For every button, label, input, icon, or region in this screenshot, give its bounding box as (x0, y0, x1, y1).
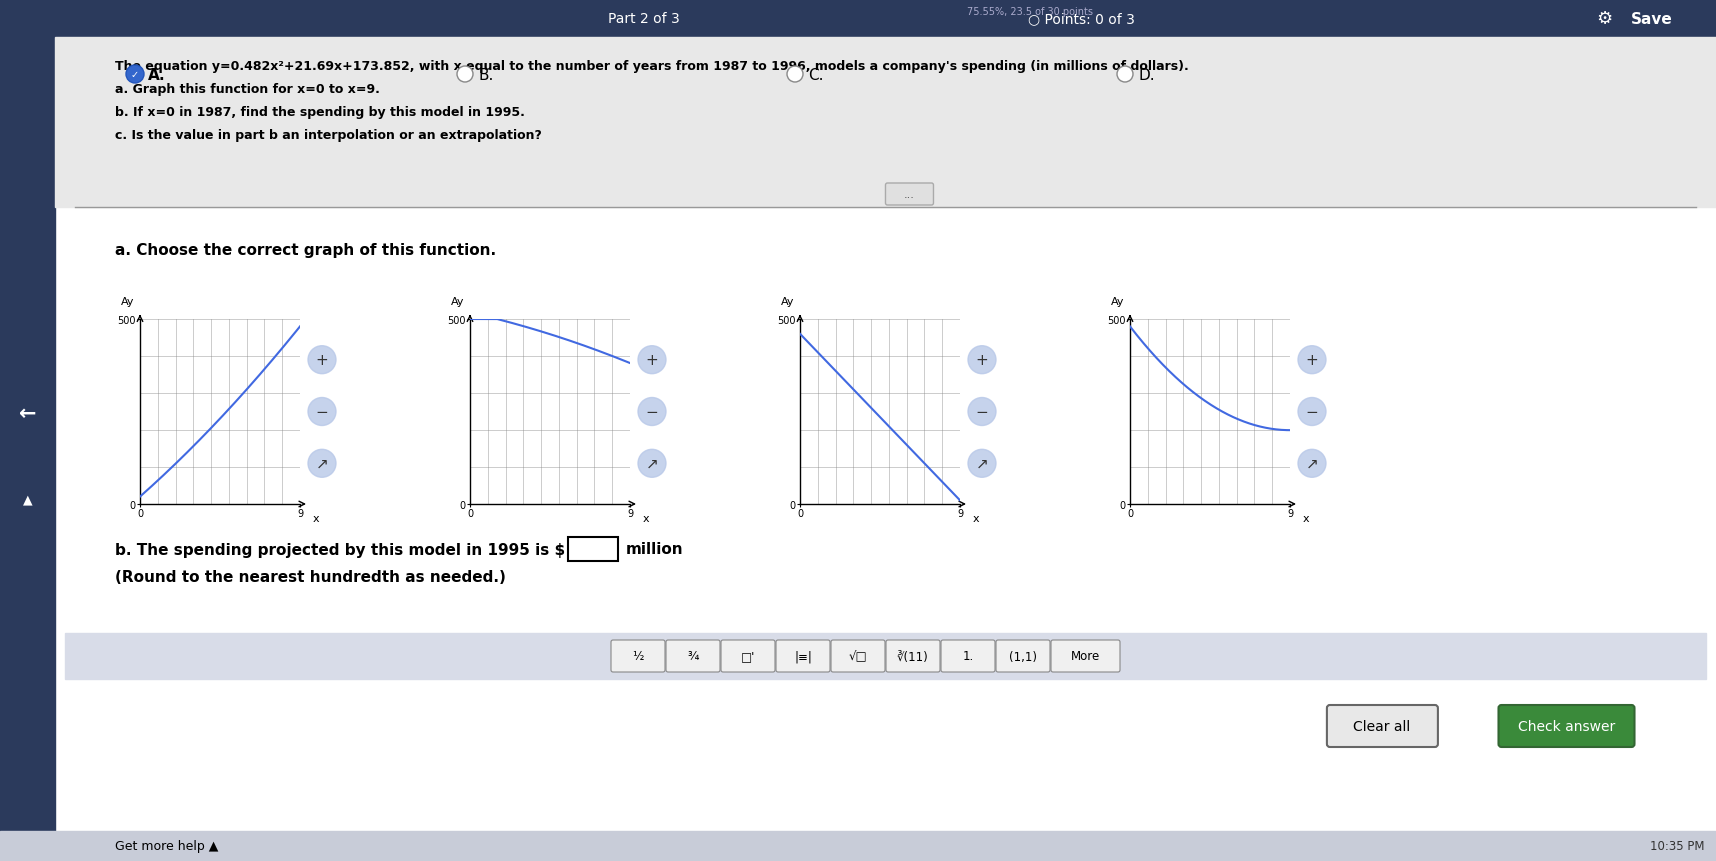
Text: a. Graph this function for x=0 to x=9.: a. Graph this function for x=0 to x=9. (115, 83, 379, 96)
Text: ↗: ↗ (1306, 456, 1318, 471)
Text: ↗: ↗ (645, 456, 659, 471)
Text: a. Choose the correct graph of this function.: a. Choose the correct graph of this func… (115, 243, 496, 257)
Text: ...: ... (904, 189, 915, 200)
Circle shape (638, 346, 666, 375)
Circle shape (638, 398, 666, 426)
Text: x: x (312, 514, 319, 523)
Text: −: − (976, 405, 988, 419)
FancyBboxPatch shape (611, 641, 666, 672)
FancyBboxPatch shape (1326, 705, 1438, 747)
Circle shape (1117, 67, 1133, 83)
Text: ¾: ¾ (688, 650, 698, 663)
Text: Get more help ▲: Get more help ▲ (115, 839, 218, 852)
Text: −: − (316, 405, 328, 419)
Text: A.: A. (148, 67, 166, 83)
Text: ✓: ✓ (130, 70, 139, 80)
Text: ∛(11): ∛(11) (897, 650, 928, 663)
Text: ○ Points: 0 of 3: ○ Points: 0 of 3 (1028, 12, 1134, 26)
Text: ½: ½ (631, 650, 644, 663)
Text: +: + (976, 353, 988, 368)
Text: b. The spending projected by this model in 1995 is $: b. The spending projected by this model … (115, 542, 565, 557)
Circle shape (1297, 449, 1326, 478)
FancyBboxPatch shape (1050, 641, 1121, 672)
FancyBboxPatch shape (666, 641, 721, 672)
Text: c. Is the value in part b an interpolation or an extrapolation?: c. Is the value in part b an interpolati… (115, 129, 542, 142)
Text: −: − (1306, 405, 1318, 419)
Circle shape (1297, 346, 1326, 375)
Circle shape (638, 449, 666, 478)
Text: +: + (1306, 353, 1318, 368)
FancyBboxPatch shape (885, 183, 934, 206)
Text: x: x (644, 514, 649, 523)
Text: +: + (316, 353, 328, 368)
Circle shape (307, 449, 336, 478)
Circle shape (456, 67, 474, 83)
Text: C.: C. (808, 67, 824, 83)
FancyBboxPatch shape (940, 641, 995, 672)
Text: (Round to the nearest hundredth as needed.): (Round to the nearest hundredth as neede… (115, 569, 506, 584)
FancyBboxPatch shape (721, 641, 776, 672)
Circle shape (307, 398, 336, 426)
Bar (55, 38, 1716, 208)
Text: Save: Save (1632, 11, 1673, 27)
Text: Clear all: Clear all (1354, 719, 1411, 734)
Circle shape (125, 66, 144, 84)
Text: Check answer: Check answer (1519, 719, 1615, 734)
Text: D.: D. (1138, 67, 1155, 83)
Bar (0, 0, 55, 861)
Text: Ay: Ay (781, 297, 795, 307)
Text: The equation y=0.482x²+21.69x+173.852, with x equal to the number of years from : The equation y=0.482x²+21.69x+173.852, w… (115, 60, 1189, 73)
Text: Ay: Ay (1110, 297, 1124, 307)
Text: ▲: ▲ (22, 492, 33, 506)
Text: −: − (645, 405, 659, 419)
Circle shape (968, 398, 995, 426)
Text: ↗: ↗ (316, 456, 328, 471)
Text: ←: ← (19, 403, 36, 424)
FancyBboxPatch shape (568, 537, 618, 561)
Circle shape (307, 346, 336, 375)
Bar (55, 0, 1716, 38)
Text: ↗: ↗ (976, 456, 988, 471)
Text: x: x (973, 514, 980, 523)
Circle shape (1297, 398, 1326, 426)
FancyBboxPatch shape (1498, 705, 1635, 747)
Circle shape (788, 67, 803, 83)
Circle shape (968, 449, 995, 478)
Text: Ay: Ay (120, 297, 134, 307)
Text: (1,1): (1,1) (1009, 650, 1036, 663)
Text: |≡|: |≡| (795, 650, 812, 663)
Text: b. If x=0 in 1987, find the spending by this model in 1995.: b. If x=0 in 1987, find the spending by … (115, 106, 525, 119)
Text: 75.55%, 23.5 of 30 points: 75.55%, 23.5 of 30 points (966, 7, 1093, 17)
Text: million: million (626, 542, 683, 557)
Text: B.: B. (479, 67, 494, 83)
Circle shape (968, 346, 995, 375)
Text: □': □' (741, 650, 755, 663)
Text: x: x (1302, 514, 1309, 523)
Text: +: + (645, 353, 659, 368)
Bar (65, 633, 1706, 679)
Text: √□: √□ (849, 650, 867, 663)
Text: Part 2 of 3: Part 2 of 3 (607, 12, 680, 26)
FancyBboxPatch shape (776, 641, 831, 672)
Bar (0, 831, 1716, 861)
Text: 1.: 1. (963, 650, 973, 663)
FancyBboxPatch shape (995, 641, 1050, 672)
Text: ⚙: ⚙ (1596, 10, 1613, 28)
Text: Ay: Ay (451, 297, 465, 307)
Text: 10:35 PM: 10:35 PM (1649, 839, 1704, 852)
FancyBboxPatch shape (885, 641, 940, 672)
Text: More: More (1071, 650, 1100, 663)
FancyBboxPatch shape (831, 641, 885, 672)
